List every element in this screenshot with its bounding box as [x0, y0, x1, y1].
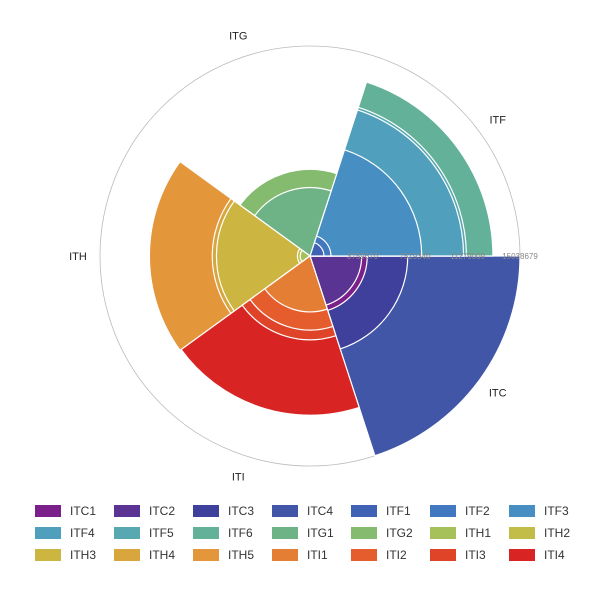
legend-swatch — [272, 549, 298, 561]
legend-label: ITI2 — [386, 548, 407, 562]
legend: ITC1 ITC2 ITC3 ITC4 ITF1 ITF2 ITF3 ITF4 ITF5 ITF6… — [35, 504, 570, 562]
legend-label: ITI4 — [544, 548, 565, 562]
radial-tick-label: 3759670 — [347, 252, 379, 261]
legend-label: ITH4 — [149, 548, 175, 562]
legend-label: ITF4 — [70, 526, 95, 540]
legend-swatch — [351, 549, 377, 561]
legend-swatch — [35, 527, 61, 539]
legend-label: ITC2 — [149, 504, 175, 518]
legend-label: ITC1 — [70, 504, 96, 518]
legend-swatch — [509, 527, 535, 539]
legend-swatch — [272, 527, 298, 539]
legend-swatch — [272, 505, 298, 517]
legend-label: ITG1 — [307, 526, 334, 540]
legend-swatch — [430, 505, 456, 517]
radial-tick-label: 15038679 — [502, 252, 538, 261]
radial-tick-label: 7519340 — [399, 252, 431, 261]
legend-label: ITF3 — [544, 504, 569, 518]
legend-swatch — [509, 549, 535, 561]
legend-label: ITF1 — [386, 504, 411, 518]
legend-label: ITF5 — [149, 526, 174, 540]
legend-swatch — [351, 505, 377, 517]
legend-label: ITH2 — [544, 526, 570, 540]
bar-itf3 — [309, 149, 423, 257]
legend-swatch — [114, 549, 140, 561]
radial-tick-label: 11279009 — [450, 252, 486, 261]
legend-label: ITC3 — [228, 504, 254, 518]
legend-swatch — [35, 549, 61, 561]
legend-swatch — [35, 505, 61, 517]
bar-ith3 — [215, 200, 312, 312]
legend-label: ITH3 — [70, 548, 96, 562]
legend-label: ITH1 — [465, 526, 491, 540]
legend-label: ITF6 — [228, 526, 253, 540]
legend-swatch — [430, 549, 456, 561]
legend-swatch — [193, 527, 219, 539]
category-label-ith: ITH — [69, 251, 87, 263]
category-label-itc: ITC — [489, 387, 507, 399]
label-layer: 3759670 7519340 11279009 15038679 ITC ITF ITG I… — [69, 30, 538, 483]
legend-label: ITC4 — [307, 504, 333, 518]
legend-swatch — [430, 527, 456, 539]
category-label-iti: ITI — [232, 472, 245, 484]
legend-swatch — [193, 549, 219, 561]
bar-itg1 — [253, 187, 332, 257]
legend-label: ITI1 — [307, 548, 328, 562]
legend-swatch — [509, 505, 535, 517]
legend-swatch — [114, 505, 140, 517]
bar-iti1 — [263, 255, 329, 313]
legend-swatch — [193, 505, 219, 517]
legend-label: ITH5 — [228, 548, 254, 562]
legend-swatch — [351, 527, 377, 539]
bar-layer — [148, 81, 521, 457]
legend-label: ITF2 — [465, 504, 490, 518]
bar-itc2 — [309, 255, 363, 306]
category-label-itf: ITF — [489, 115, 506, 127]
legend-swatch — [114, 527, 140, 539]
legend-label: ITG2 — [386, 526, 413, 540]
category-label-itg: ITG — [229, 30, 247, 42]
legend-label: ITI3 — [465, 548, 486, 562]
